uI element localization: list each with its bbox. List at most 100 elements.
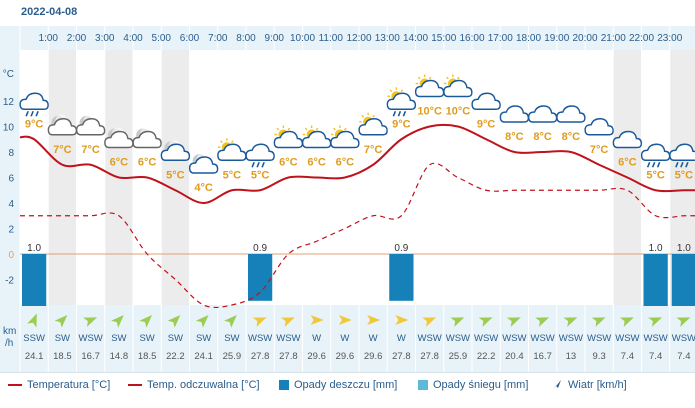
wind-speed-label: 22.2 bbox=[166, 351, 185, 362]
wind-direction-label: SW bbox=[224, 333, 239, 344]
temperature-label: 6°C bbox=[336, 157, 355, 169]
wind-arrow-shape bbox=[280, 317, 295, 327]
wind-speed-label: 18.5 bbox=[53, 351, 72, 362]
wind-arrow-shape bbox=[310, 315, 324, 325]
sun-cloud-icon bbox=[414, 74, 445, 98]
hour-label: 13:00 bbox=[375, 33, 400, 44]
rain-value-label: 1.0 bbox=[677, 243, 691, 254]
sun-ray bbox=[428, 76, 432, 80]
wind-speed-label: 9.3 bbox=[593, 351, 606, 362]
wind-arrow-shape bbox=[648, 317, 663, 327]
sun-ray bbox=[446, 76, 449, 80]
wind-direction-label: W bbox=[369, 333, 378, 344]
wind-arrow-shape bbox=[563, 317, 578, 327]
wind-arrow-shape bbox=[535, 317, 550, 327]
rain-drop bbox=[646, 161, 651, 168]
wind-speed-label: 25.9 bbox=[449, 351, 468, 362]
wind-speed-label: 22.2 bbox=[477, 351, 496, 362]
wind-arrow-icon bbox=[422, 317, 437, 327]
sun-ray bbox=[389, 89, 393, 93]
cloud-shape bbox=[19, 92, 49, 110]
weather-chart: 1:00 2:00 3:00 4:00 5:00 6:00 7:00 8:00 9:00 10:0… bbox=[0, 26, 695, 372]
wind-arrow-icon bbox=[450, 317, 465, 327]
sun-rain-cloud-icon bbox=[386, 87, 417, 117]
temperature-label: 6°C bbox=[307, 157, 326, 169]
rain-drop bbox=[30, 110, 34, 117]
temperature-label: 7°C bbox=[81, 144, 100, 156]
cloud-shape bbox=[358, 118, 388, 136]
wind-arrow-shape bbox=[395, 315, 409, 325]
legend-feels: Temp. odczuwalna [°C] bbox=[128, 379, 260, 391]
hour-label: 20:00 bbox=[572, 33, 597, 44]
temperature-label: 9°C bbox=[392, 118, 411, 130]
wind-direction-label: WSW bbox=[672, 333, 695, 344]
wind-arrow-shape bbox=[506, 317, 521, 327]
wind-speed-label: 14.8 bbox=[110, 351, 129, 362]
wind-direction-label: SW bbox=[55, 333, 70, 344]
wind-speed-label: 18.5 bbox=[138, 351, 157, 362]
y-tick-label: 8 bbox=[8, 148, 14, 159]
legend-rain: Opady deszczu [mm] bbox=[279, 379, 397, 391]
rain-value-label: 1.0 bbox=[649, 243, 663, 254]
wind-arrow-shape bbox=[54, 315, 68, 328]
hour-label: 8:00 bbox=[236, 33, 256, 44]
sun-cloud-icon bbox=[358, 112, 388, 136]
wind-arrow-shape bbox=[111, 315, 124, 328]
temperature-label: 6°C bbox=[138, 157, 157, 169]
sun-ray bbox=[287, 127, 291, 131]
sun-ray bbox=[230, 140, 234, 144]
wind-speed-label: 24.1 bbox=[25, 351, 44, 362]
wind-speed-label: 25.9 bbox=[223, 351, 242, 362]
y-tick-label: 12 bbox=[3, 97, 15, 108]
hour-label: 2:00 bbox=[67, 33, 87, 44]
wind-arrow-icon bbox=[506, 317, 521, 327]
wind-speed-label: 20.4 bbox=[505, 351, 524, 362]
sun-ray bbox=[361, 114, 365, 118]
wind-speed-label: 16.7 bbox=[533, 351, 552, 362]
hour-label: 15:00 bbox=[431, 33, 456, 44]
rain-value-label: 0.9 bbox=[394, 243, 408, 254]
wind-arrow-icon bbox=[167, 315, 181, 328]
rain-drop bbox=[251, 161, 255, 168]
hour-label: 11:00 bbox=[319, 33, 344, 44]
temperature-line bbox=[19, 123, 695, 205]
sun-ray bbox=[333, 127, 336, 131]
temperature-label: 5°C bbox=[675, 169, 694, 181]
wind-arrow-shape bbox=[338, 315, 352, 325]
y-tick-label: 10 bbox=[3, 123, 15, 134]
cloud-shape bbox=[669, 143, 695, 161]
legend-temp-label: Temperatura [°C] bbox=[27, 379, 111, 391]
wind-direction-label: WSW bbox=[78, 333, 102, 344]
rain-drop bbox=[25, 110, 29, 117]
rain-value-label: 1.0 bbox=[27, 243, 41, 254]
wind-arrow-shape bbox=[27, 313, 37, 328]
legend-rain-label: Opady deszczu [mm] bbox=[294, 379, 398, 391]
wind-direction-label: WSW bbox=[615, 333, 639, 344]
wind-direction-label: W bbox=[312, 333, 321, 344]
y-tick-label: 6 bbox=[8, 174, 14, 185]
rain-bar bbox=[389, 254, 414, 301]
wind-arrow-shape bbox=[676, 317, 691, 327]
wind-arrow-icon bbox=[224, 315, 237, 328]
wind-direction-label: W bbox=[340, 333, 349, 344]
rain-value-label: 0.9 bbox=[253, 243, 267, 254]
cloud-shape bbox=[330, 130, 360, 149]
hour-label: 19:00 bbox=[544, 33, 569, 44]
wind-arrow-icon bbox=[367, 315, 381, 325]
hour-label: 9:00 bbox=[265, 33, 285, 44]
wind-arrow-shape bbox=[252, 317, 267, 327]
rain-drop bbox=[680, 161, 684, 168]
sun-ray bbox=[456, 76, 460, 80]
wind-arrow-icon bbox=[591, 317, 606, 327]
rain-drop bbox=[261, 161, 265, 168]
wind-direction-label: SW bbox=[196, 333, 211, 344]
sun-ray bbox=[220, 140, 223, 144]
y-axis-panel bbox=[0, 26, 20, 372]
wind-arrow-shape bbox=[450, 317, 465, 327]
y-tick-label: 2 bbox=[8, 225, 14, 236]
wind-direction-label: WSW bbox=[446, 333, 470, 344]
cloud-icon bbox=[471, 92, 501, 110]
rain-drop bbox=[256, 161, 260, 168]
temperature-label: 9°C bbox=[25, 118, 44, 130]
wind-arrow-icon bbox=[553, 380, 561, 390]
